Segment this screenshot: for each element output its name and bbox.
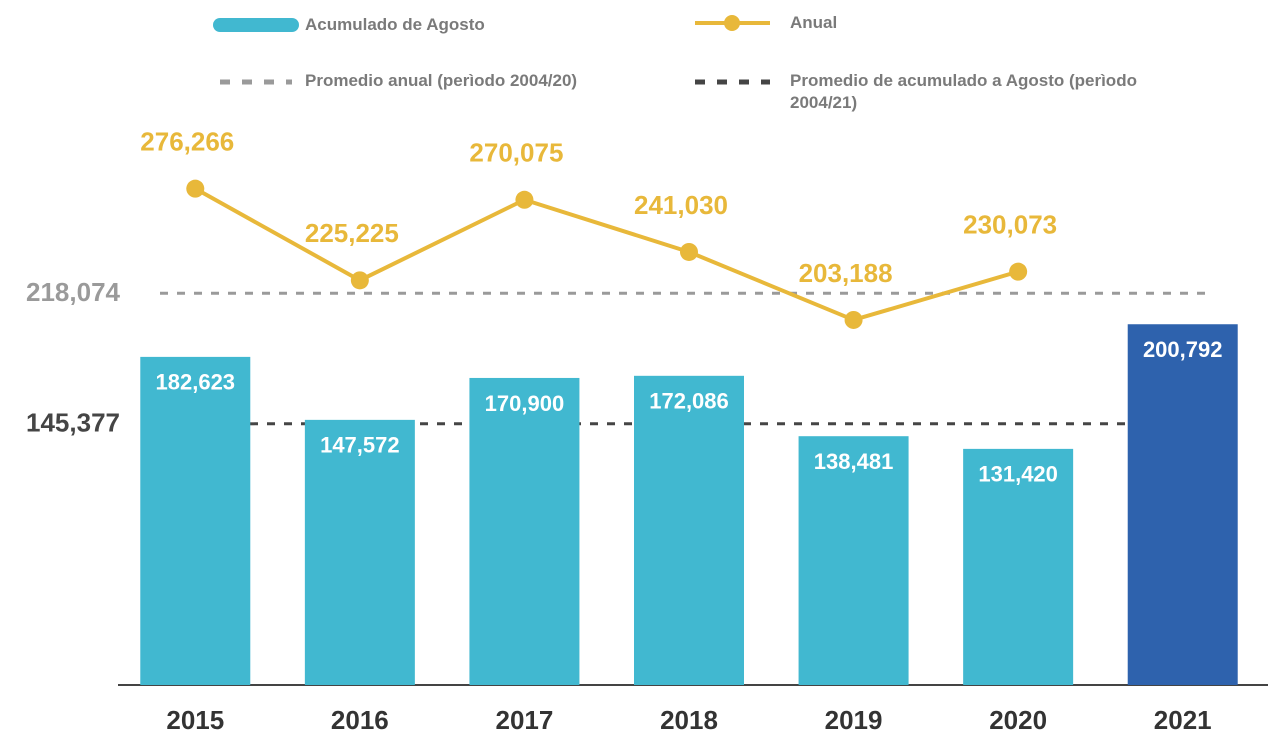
reference-label: 218,074	[26, 277, 121, 307]
line-point	[515, 190, 534, 209]
line-value-label: 241,030	[634, 190, 728, 220]
legend-label: Acumulado de Agosto	[305, 15, 485, 34]
bar-value-label: 172,086	[649, 389, 729, 414]
bar	[963, 448, 1074, 685]
line-point	[680, 242, 698, 261]
x-tick-label: 2020	[989, 705, 1047, 735]
bar	[798, 436, 909, 685]
line	[194, 186, 1019, 323]
line-value-label: 230,073	[963, 210, 1057, 240]
line-point	[350, 271, 369, 290]
bar-value-label: 131,420	[978, 462, 1058, 487]
x-tick-label: 2016	[331, 705, 389, 735]
x-tick-label: 2015	[166, 705, 224, 735]
bar	[304, 419, 415, 685]
line-point	[844, 310, 863, 329]
legend-swatch-dot	[724, 15, 740, 31]
line-value-label: 270,075	[469, 138, 563, 168]
bar	[140, 356, 251, 685]
bar-value-label: 147,572	[320, 433, 400, 458]
x-tick-label: 2018	[660, 705, 718, 735]
legend-label: Anual	[790, 13, 838, 32]
bar-value-label: 138,481	[814, 449, 894, 474]
reference-label: 145,377	[26, 408, 120, 438]
legend-label: Promedio anual (perìodo 2004/20)	[305, 71, 578, 90]
line-value-label: 203,188	[799, 258, 893, 288]
bar	[469, 377, 580, 685]
bar-value-label: 200,792	[1143, 337, 1223, 362]
line-value-label: 276,266	[140, 127, 234, 157]
line-value-label: 225,225	[305, 218, 399, 248]
bar	[1127, 324, 1238, 685]
bar	[634, 375, 744, 685]
line-point	[1009, 262, 1028, 281]
bar-value-label: 182,623	[156, 370, 236, 395]
x-tick-label: 2019	[825, 705, 883, 735]
bar-value-label: 170,900	[485, 391, 565, 416]
legend-label: Promedio de acumulado a Agosto (perìodo …	[790, 71, 1137, 112]
x-tick-label: 2021	[1154, 705, 1212, 735]
line-point	[186, 179, 205, 198]
x-tick-label: 2017	[496, 705, 554, 735]
